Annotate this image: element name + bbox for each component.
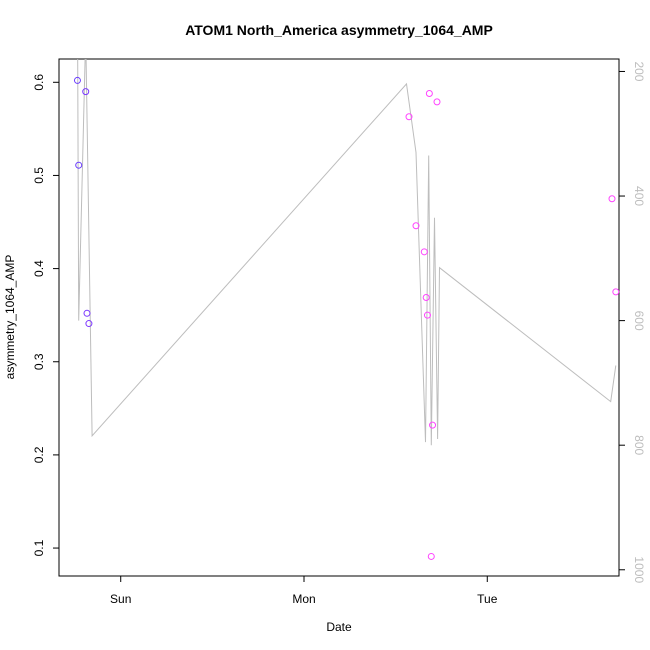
y2-tick-label: 400 [632, 186, 646, 206]
x-axis: Sun Mon Tue [110, 576, 498, 606]
data-point [405, 113, 413, 121]
y2-tick-label: 1000 [632, 556, 646, 583]
y-tick-label: 0.3 [32, 353, 46, 370]
x-tick-label: Tue [477, 592, 498, 606]
data-point [425, 89, 433, 97]
chart-title: ATOM1 North_America asymmetry_1064_AMP [185, 22, 493, 38]
y-tick-label: 0.4 [32, 260, 46, 277]
data-point [427, 552, 435, 560]
data-point [75, 161, 83, 169]
data-point [73, 76, 81, 84]
x-axis-label: Date [326, 620, 352, 634]
y2-tick-label: 200 [632, 61, 646, 81]
y2-axis: 200 400 600 800 1000 [619, 61, 646, 583]
data-point [429, 421, 437, 429]
x-tick-label: Sun [110, 592, 131, 606]
data-point [423, 311, 431, 319]
x-tick-label: Mon [292, 592, 315, 606]
y2-tick-label: 600 [632, 311, 646, 331]
data-point [83, 309, 91, 317]
series-line [77, 59, 617, 446]
data-point [82, 88, 90, 96]
y2-tick-label: 800 [632, 435, 646, 455]
data-point [608, 195, 616, 203]
point-series [73, 76, 620, 560]
data-point [433, 98, 441, 106]
y-tick-label: 0.6 [32, 74, 46, 91]
data-point [85, 320, 93, 328]
data-point [422, 293, 430, 301]
data-point [420, 248, 428, 256]
y-axis-label: asymmetry_1064_AMP [3, 255, 17, 380]
plot-frame [58, 58, 620, 577]
data-point [612, 288, 620, 296]
y-axis: 0.1 0.2 0.3 0.4 0.5 0.6 [32, 74, 59, 556]
y-tick-label: 0.5 [32, 167, 46, 184]
data-point [412, 222, 420, 230]
y-tick-label: 0.2 [32, 446, 46, 463]
line-series [77, 59, 617, 446]
y-tick-label: 0.1 [32, 539, 46, 556]
